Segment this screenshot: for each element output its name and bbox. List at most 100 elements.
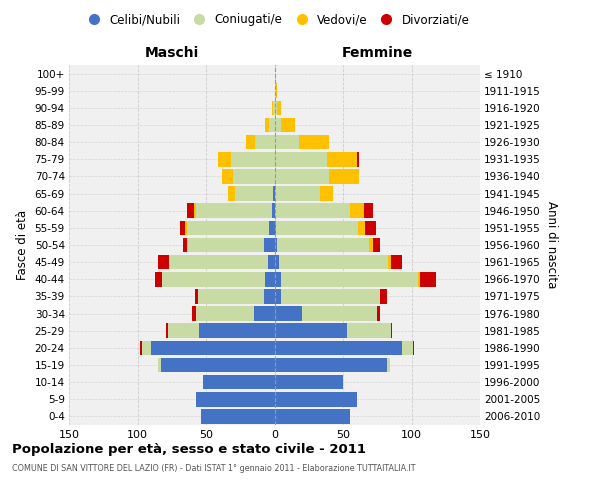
Bar (142, 340, 151, 355)
Bar (269, 118, 275, 132)
Bar (256, 135, 275, 150)
Bar (278, 255, 388, 270)
Bar (235, 186, 273, 201)
Bar (388, 255, 391, 270)
Bar (281, 272, 418, 286)
Bar (218, 152, 230, 166)
Bar (277, 238, 369, 252)
Bar (329, 169, 359, 184)
Bar (263, 289, 275, 304)
Bar (188, 238, 263, 252)
Bar (377, 306, 380, 321)
Bar (198, 289, 263, 304)
Bar (302, 306, 377, 321)
Bar (246, 135, 256, 150)
Bar (275, 358, 387, 372)
Bar (275, 272, 281, 286)
Bar (275, 152, 326, 166)
Bar (199, 324, 275, 338)
Bar (273, 100, 275, 115)
Bar (275, 204, 350, 218)
Bar (275, 118, 281, 132)
Text: Popolazione per età, sesso e stato civile - 2011: Popolazione per età, sesso e stato civil… (12, 442, 366, 456)
Bar (275, 324, 347, 338)
Text: Femmine: Femmine (341, 46, 413, 60)
Bar (275, 100, 277, 115)
Bar (254, 306, 275, 321)
Bar (275, 220, 276, 235)
Bar (223, 169, 233, 184)
Bar (420, 272, 436, 286)
Bar (195, 289, 198, 304)
Bar (273, 186, 275, 201)
Bar (233, 169, 275, 184)
Bar (151, 340, 275, 355)
Bar (228, 186, 235, 201)
Bar (347, 324, 391, 338)
Text: COMUNE DI SAN VITTORE DEL LAZIO (FR) - Dati ISTAT 1° gennaio 2011 - Elaborazione: COMUNE DI SAN VITTORE DEL LAZIO (FR) - D… (12, 464, 415, 473)
Bar (326, 152, 356, 166)
Text: Maschi: Maschi (145, 46, 199, 60)
Bar (187, 220, 269, 235)
Bar (268, 255, 275, 270)
Bar (265, 272, 275, 286)
Bar (275, 169, 329, 184)
Bar (180, 220, 185, 235)
Bar (380, 289, 387, 304)
Bar (364, 204, 373, 218)
Bar (140, 340, 142, 355)
Bar (369, 238, 373, 252)
Bar (358, 220, 365, 235)
Bar (275, 306, 302, 321)
Bar (275, 392, 356, 406)
Bar (169, 255, 268, 270)
Bar (276, 84, 277, 98)
Bar (200, 409, 275, 424)
Bar (275, 375, 343, 390)
Bar (230, 152, 275, 166)
Bar (276, 220, 358, 235)
Bar (281, 289, 380, 304)
Bar (185, 220, 187, 235)
Bar (187, 238, 188, 252)
Legend: Celibi/Nubili, Coniugati/e, Vedovi/e, Divorziati/e: Celibi/Nubili, Coniugati/e, Vedovi/e, Di… (77, 8, 475, 31)
Y-axis label: Anni di nascita: Anni di nascita (545, 202, 557, 288)
Bar (265, 118, 269, 132)
Bar (350, 204, 364, 218)
Bar (192, 306, 196, 321)
Bar (196, 392, 275, 406)
Bar (413, 340, 414, 355)
Bar (275, 186, 320, 201)
Bar (162, 272, 265, 286)
Bar (155, 272, 162, 286)
Bar (167, 324, 199, 338)
Bar (365, 220, 376, 235)
Bar (275, 409, 350, 424)
Bar (166, 324, 167, 338)
Bar (196, 204, 272, 218)
Bar (402, 340, 413, 355)
Bar (158, 255, 169, 270)
Bar (418, 272, 420, 286)
Bar (356, 152, 359, 166)
Bar (194, 204, 196, 218)
Bar (275, 289, 281, 304)
Bar (196, 306, 254, 321)
Bar (275, 340, 402, 355)
Bar (391, 324, 392, 338)
Bar (275, 84, 276, 98)
Bar (158, 358, 161, 372)
Bar (272, 204, 275, 218)
Bar (275, 238, 277, 252)
Bar (187, 204, 194, 218)
Bar (391, 255, 402, 270)
Bar (269, 220, 275, 235)
Bar (387, 358, 389, 372)
Bar (373, 238, 380, 252)
Bar (275, 135, 299, 150)
Bar (161, 358, 275, 372)
Bar (263, 238, 275, 252)
Bar (203, 375, 275, 390)
Bar (281, 118, 295, 132)
Bar (299, 135, 329, 150)
